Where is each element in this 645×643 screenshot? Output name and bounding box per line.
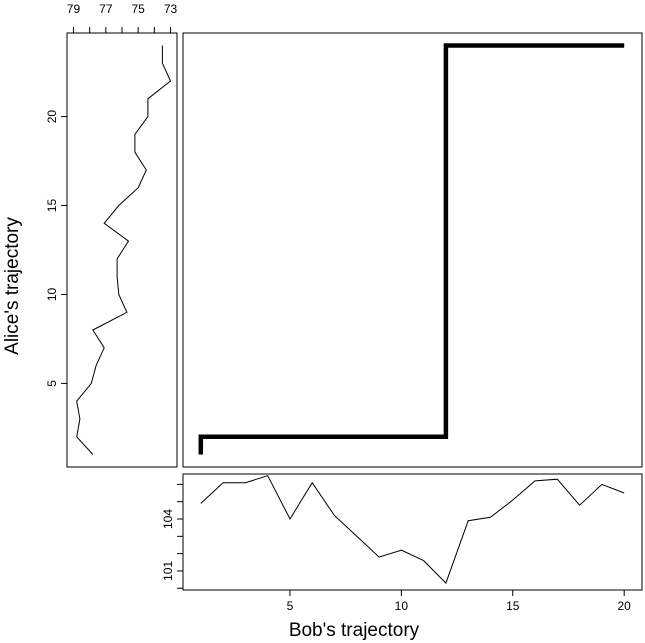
main-plot-frame — [182, 32, 643, 468]
alice-axis-title: Alice's trajectory — [2, 217, 23, 355]
bob-trajectory-panel: 5 10 15 20 101 104 — [161, 473, 643, 613]
alice-series-line — [76, 45, 172, 455]
step-path-line — [198, 43, 625, 455]
bottom-y-tick-label: 104 — [161, 509, 175, 529]
main-step-panel — [182, 32, 643, 468]
left-top-tick-label: 79 — [67, 2, 81, 16]
left-top-tick-label: 77 — [99, 2, 113, 16]
bottom-x-tick-label: 15 — [506, 599, 520, 613]
bottom-plot-frame — [182, 473, 643, 591]
bottom-x-tick-label: 5 — [287, 599, 294, 613]
left-y-tick-label: 5 — [45, 380, 59, 387]
left-top-tick-label: 75 — [131, 2, 145, 16]
left-top-tick-label: 73 — [164, 2, 178, 16]
bob-series-line — [200, 475, 625, 585]
left-plot-frame — [66, 32, 178, 468]
bottom-x-tick-label: 10 — [395, 599, 409, 613]
left-y-tick-label: 20 — [45, 110, 59, 124]
left-y-tick-label: 15 — [45, 199, 59, 213]
bottom-y-tick-label: 101 — [161, 561, 175, 581]
left-y-tick-label: 10 — [45, 287, 59, 301]
bob-axis-title: Bob's trajectory — [289, 620, 420, 641]
alice-trajectory-panel: 79 77 75 73 5 10 15 20 — [45, 2, 178, 468]
bottom-x-tick-label: 20 — [617, 599, 631, 613]
